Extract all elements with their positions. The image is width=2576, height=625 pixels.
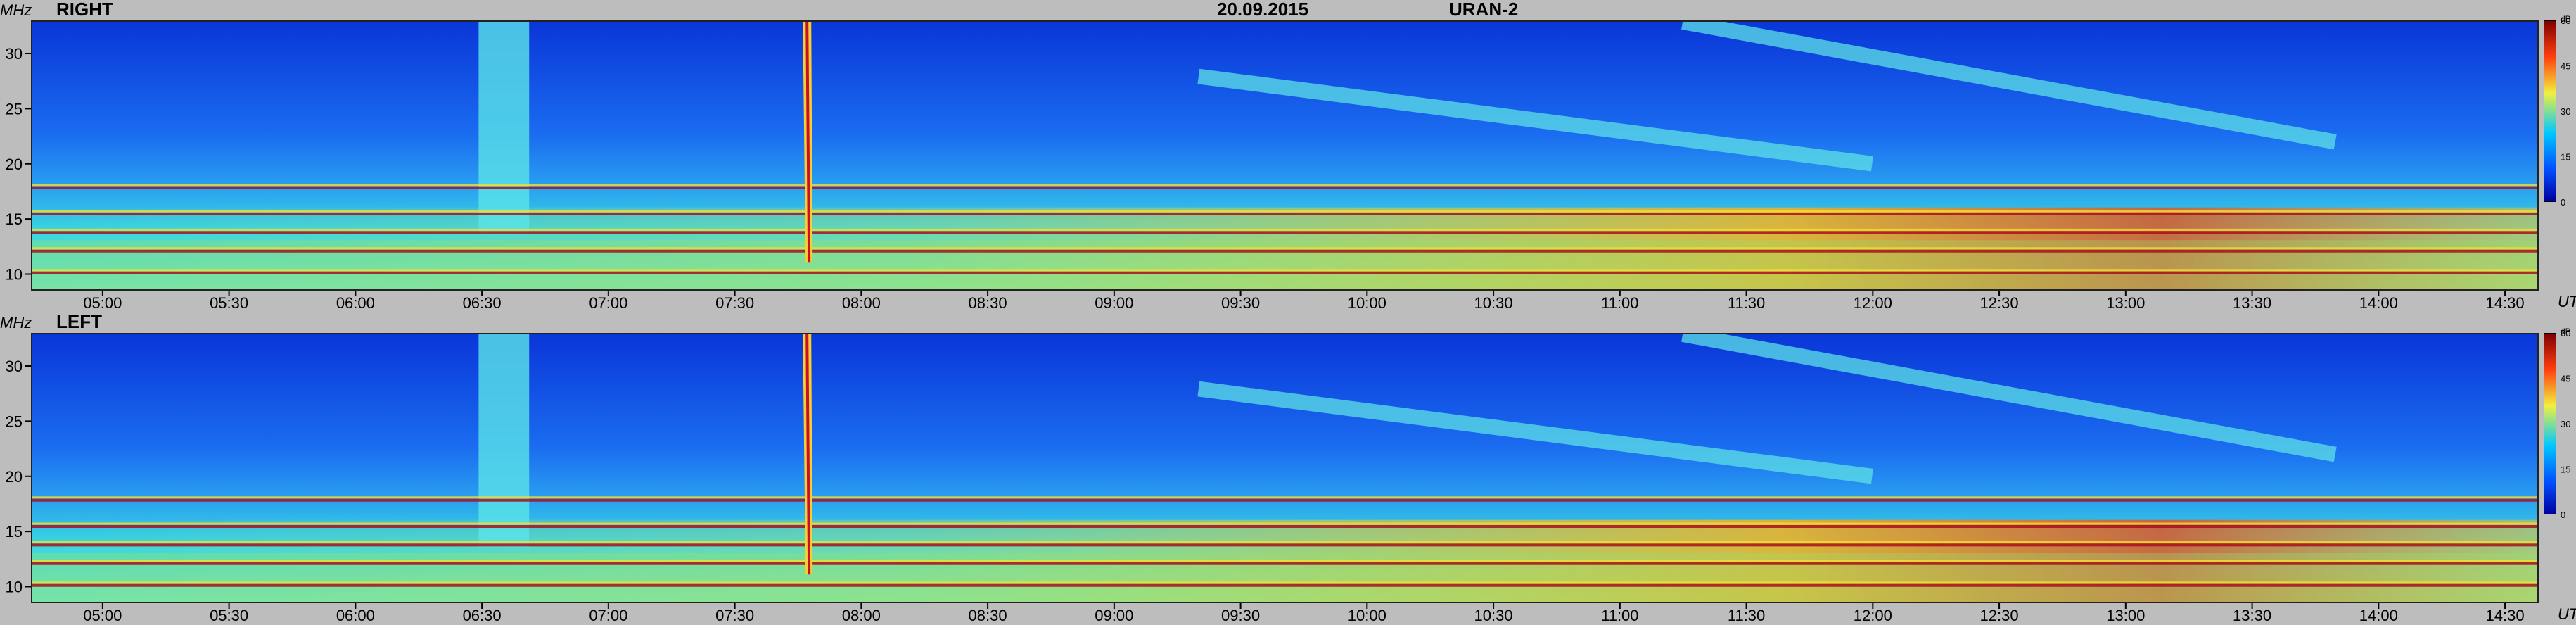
x-tick-label: 11:30 bbox=[1728, 607, 1765, 624]
x-tick-label: 09:30 bbox=[1221, 294, 1260, 312]
x-tick-label: 14:30 bbox=[2486, 294, 2525, 312]
enhanced-interval bbox=[478, 22, 530, 235]
x-tick-label: 09:30 bbox=[1221, 607, 1260, 624]
x-tick-label: 07:00 bbox=[589, 294, 627, 312]
y-tick-label: 15 bbox=[6, 210, 23, 228]
x-axis-unit: UT bbox=[2558, 293, 2576, 310]
panel-title: RIGHT bbox=[56, 0, 113, 20]
x-tick-label: 10:00 bbox=[1348, 294, 1386, 312]
x-tick-label: 10:30 bbox=[1474, 607, 1513, 624]
x-tick-label: 13:00 bbox=[2106, 607, 2145, 624]
x-tick-label: 11:30 bbox=[1728, 294, 1765, 312]
x-tick-label: 11:00 bbox=[1601, 607, 1638, 624]
x-tick-label: 13:30 bbox=[2233, 607, 2271, 624]
x-tick-label: 05:30 bbox=[210, 607, 248, 624]
x-tick-label: 07:30 bbox=[715, 294, 754, 312]
spectrogram-image bbox=[32, 334, 2537, 602]
x-tick-label: 05:30 bbox=[210, 294, 248, 312]
x-tick-label: 08:00 bbox=[842, 294, 881, 312]
colorbar-tick-label: 0 bbox=[2561, 197, 2565, 208]
y-tick-label: 20 bbox=[6, 468, 23, 486]
colorbar-tick-label: 30 bbox=[2561, 419, 2570, 429]
x-tick-label: 08:30 bbox=[969, 294, 1007, 312]
colorbar bbox=[2544, 333, 2556, 514]
colorbar-unit: dB bbox=[2561, 14, 2571, 24]
x-tick-label: 12:00 bbox=[1854, 294, 1892, 312]
colorbar-tick-label: 15 bbox=[2561, 152, 2570, 163]
drift-feature bbox=[1197, 381, 1873, 484]
x-tick-label: 13:00 bbox=[2106, 294, 2145, 312]
spectrogram-image bbox=[32, 22, 2537, 289]
colorbar-tick-label: 0 bbox=[2561, 510, 2565, 520]
x-tick-label: 05:00 bbox=[83, 294, 122, 312]
x-tick-label: 13:30 bbox=[2233, 294, 2271, 312]
x-tick-label: 07:00 bbox=[589, 607, 627, 624]
x-tick-label: 06:00 bbox=[336, 607, 375, 624]
observation-date: 20.09.2015 bbox=[1217, 0, 1309, 20]
y-tick-label: 10 bbox=[6, 265, 23, 283]
x-axis-unit: UT bbox=[2558, 605, 2576, 623]
spectrogram-plot bbox=[31, 333, 2539, 603]
x-tick-label: 12:30 bbox=[1980, 294, 2019, 312]
drift-feature bbox=[1681, 22, 2337, 150]
x-tick-label: 10:00 bbox=[1348, 607, 1386, 624]
y-tick-label: 25 bbox=[6, 412, 23, 430]
colorbar-tick-label: 60 bbox=[2561, 328, 2570, 339]
colorbar-tick-label: 30 bbox=[2561, 106, 2570, 117]
spectrogram-panel-left: LEFT MHz UT dB 10 15 20 25 30 05:00 05:30 06:00 06:3… bbox=[0, 311, 2576, 625]
colorbar-tick-label: 45 bbox=[2561, 61, 2570, 72]
x-tick-label: 14:00 bbox=[2359, 294, 2398, 312]
y-tick-label: 30 bbox=[6, 45, 23, 63]
enhanced-interval bbox=[478, 334, 530, 548]
x-tick-label: 12:00 bbox=[1854, 607, 1892, 624]
x-tick-label: 06:00 bbox=[336, 294, 375, 312]
x-tick-label: 14:30 bbox=[2486, 607, 2525, 624]
x-tick-label: 08:00 bbox=[842, 607, 881, 624]
x-tick-label: 10:30 bbox=[1474, 294, 1513, 312]
x-tick-label: 07:30 bbox=[715, 607, 754, 624]
spectrogram-plot bbox=[31, 20, 2539, 291]
y-tick-label: 15 bbox=[6, 523, 23, 541]
colorbar-tick-label: 60 bbox=[2561, 15, 2570, 26]
x-tick-label: 11:00 bbox=[1601, 294, 1638, 312]
colorbar-tick-label: 15 bbox=[2561, 465, 2570, 475]
y-tick-label: 20 bbox=[6, 156, 23, 173]
y-axis-unit: MHz bbox=[0, 1, 32, 19]
y-tick-label: 30 bbox=[6, 358, 23, 375]
drift-feature bbox=[1197, 68, 1873, 172]
x-tick-label: 06:30 bbox=[463, 607, 502, 624]
y-tick-label: 10 bbox=[6, 578, 23, 595]
y-axis-unit: MHz bbox=[0, 314, 32, 332]
drift-feature bbox=[1681, 334, 2337, 462]
x-tick-label: 12:30 bbox=[1980, 607, 2019, 624]
x-tick-label: 06:30 bbox=[463, 294, 502, 312]
x-tick-label: 09:00 bbox=[1095, 294, 1133, 312]
y-tick-label: 25 bbox=[6, 100, 23, 118]
colorbar-tick-label: 45 bbox=[2561, 374, 2570, 384]
colorbar-unit: dB bbox=[2561, 327, 2571, 336]
x-tick-label: 14:00 bbox=[2359, 607, 2398, 624]
x-tick-label: 09:00 bbox=[1095, 607, 1133, 624]
x-tick-label: 08:30 bbox=[969, 607, 1007, 624]
spectrogram-panel-right: RIGHT 20.09.2015 URAN-2 MHz UT dB 10 15 20 25 30 05… bbox=[0, 0, 2576, 312]
x-tick-label: 05:00 bbox=[83, 607, 122, 624]
panel-title: LEFT bbox=[56, 311, 102, 332]
colorbar bbox=[2544, 20, 2556, 202]
instrument-name: URAN-2 bbox=[1449, 0, 1519, 20]
